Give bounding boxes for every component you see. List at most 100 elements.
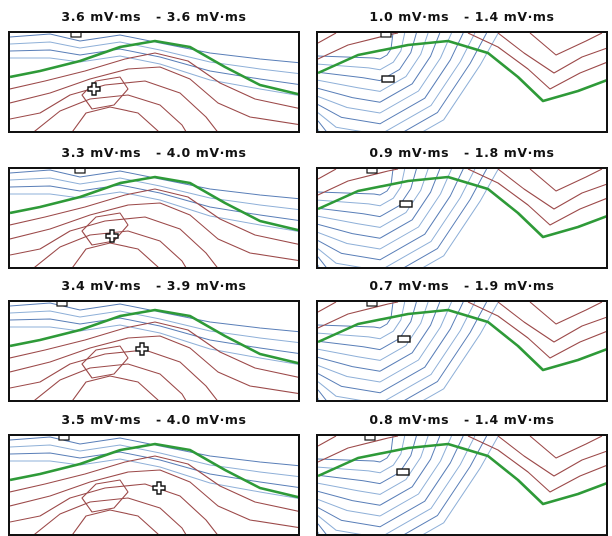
negative-contour — [318, 33, 476, 131]
positive-contour — [318, 302, 399, 329]
negative-contour — [318, 436, 394, 463]
negative-contour — [318, 169, 452, 250]
maximum-marker-icon — [87, 82, 101, 96]
electrode-marker-icon — [364, 436, 376, 441]
maximum-marker-icon — [152, 481, 166, 495]
zero-contour — [318, 39, 606, 103]
negative-contour — [10, 184, 298, 221]
positive-contour — [318, 169, 399, 196]
negative-contour — [318, 169, 441, 239]
negative-contour — [318, 169, 499, 267]
negative-contour — [10, 41, 298, 75]
positive-contour — [81, 479, 129, 513]
contour-map — [8, 434, 300, 536]
negative-contour — [318, 169, 429, 228]
negative-contour — [318, 302, 464, 394]
contour-map — [316, 167, 608, 269]
zero-contour — [318, 442, 606, 506]
positive-contour — [318, 33, 399, 60]
minimum-marker-icon — [397, 335, 411, 343]
panel-label: 3.5 mV·ms - 4.0 mV·ms — [61, 412, 247, 427]
negative-contour — [10, 302, 298, 333]
negative-contour — [10, 48, 298, 85]
negative-contour — [318, 302, 476, 400]
negative-contour — [10, 55, 298, 96]
positive-contour — [10, 335, 298, 394]
positive-contour — [72, 375, 159, 400]
positive-contour — [467, 169, 606, 226]
negative-contour — [318, 302, 499, 400]
positive-contour — [10, 321, 298, 378]
negative-contour — [318, 33, 464, 125]
negative-contour — [318, 436, 499, 534]
negative-contour — [318, 302, 452, 383]
positive-contour — [34, 497, 187, 534]
zero-contour — [10, 442, 298, 499]
negative-contour — [10, 169, 298, 200]
negative-contour — [318, 169, 394, 196]
negative-contour — [318, 33, 429, 92]
electrode-marker-icon — [56, 302, 68, 307]
negative-contour — [318, 436, 429, 495]
negative-contour — [318, 33, 441, 103]
contour-lines — [10, 169, 298, 267]
positive-contour — [34, 94, 187, 131]
negative-contour — [318, 169, 488, 267]
positive-contour — [529, 33, 603, 56]
negative-contour — [318, 33, 417, 82]
positive-contour — [10, 469, 298, 528]
negative-contour — [10, 33, 298, 64]
electrode-marker-icon — [366, 169, 378, 174]
positive-contour — [467, 436, 606, 493]
positive-contour — [10, 52, 298, 109]
negative-contour — [10, 451, 298, 488]
contour-map — [316, 31, 608, 133]
positive-contour — [72, 509, 159, 534]
positive-contour — [318, 33, 337, 44]
electrode-marker-icon — [366, 302, 378, 307]
contour-map — [8, 167, 300, 269]
positive-contour — [10, 483, 218, 534]
negative-contour — [318, 436, 441, 506]
negative-contour — [318, 302, 441, 372]
positive-contour — [34, 363, 187, 400]
negative-contour — [318, 169, 417, 218]
negative-contour — [10, 436, 298, 467]
negative-contour — [318, 33, 488, 131]
zero-contour — [318, 308, 606, 372]
positive-contour — [10, 455, 298, 512]
positive-contour — [81, 76, 129, 110]
electrode-marker-icon — [58, 436, 70, 441]
panel-label: 1.0 mV·ms - 1.4 mV·ms — [369, 9, 555, 24]
contour-lines — [318, 169, 606, 267]
negative-contour — [318, 302, 429, 361]
positive-contour — [497, 436, 606, 477]
contour-lines — [10, 302, 298, 400]
negative-contour — [10, 191, 298, 232]
positive-contour — [81, 212, 129, 246]
negative-contour — [318, 436, 417, 485]
positive-contour — [318, 436, 399, 463]
panel-label: 0.7 mV·ms - 1.9 mV·ms — [369, 278, 555, 293]
zero-contour — [10, 308, 298, 365]
negative-contour — [318, 436, 406, 474]
contour-map — [8, 31, 300, 133]
positive-contour — [10, 66, 298, 125]
positive-contour — [10, 216, 218, 267]
panel-label: 3.4 mV·ms - 3.9 mV·ms — [61, 278, 247, 293]
negative-contour — [10, 324, 298, 365]
positive-contour — [81, 345, 129, 379]
electrode-marker-icon — [70, 33, 82, 38]
positive-contour — [467, 302, 606, 359]
negative-contour — [10, 310, 298, 344]
positive-contour — [497, 169, 606, 210]
panel-label: 0.8 mV·ms - 1.4 mV·ms — [369, 412, 555, 427]
positive-contour — [318, 436, 337, 447]
positive-contour — [529, 436, 603, 459]
electrode-marker-icon — [380, 33, 392, 38]
positive-contour — [34, 230, 187, 267]
negative-contour — [318, 436, 452, 517]
negative-contour — [318, 436, 464, 528]
positive-contour — [318, 169, 337, 180]
negative-contour — [318, 169, 464, 261]
